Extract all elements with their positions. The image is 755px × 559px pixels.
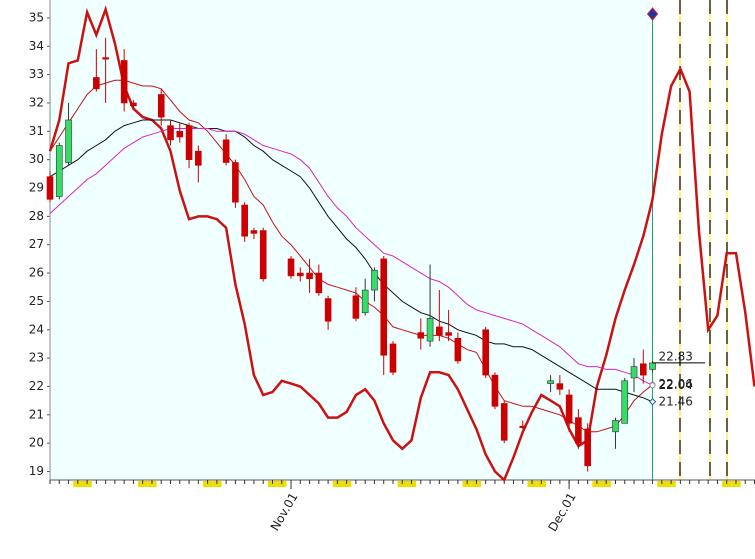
candle-body: [630, 366, 638, 379]
y-tick-label: 21: [29, 407, 44, 421]
candle-body: [157, 94, 165, 118]
candle-body: [315, 272, 323, 294]
candle-body: [454, 337, 462, 362]
y-tick-label: 32: [29, 95, 44, 109]
candle-body: [445, 332, 452, 336]
history-area: [50, 0, 653, 480]
indicator-line: [48, 5, 755, 483]
indicator-line: [49, 119, 653, 403]
x-tick-label: Nov.01: [268, 490, 301, 533]
candle-body: [287, 258, 295, 277]
end-marker: [649, 382, 656, 389]
y-tick-label: 23: [29, 351, 44, 365]
candle-body: [361, 289, 369, 314]
y-tick-label: 27: [29, 237, 44, 251]
candle-body: [176, 131, 184, 138]
candle-body: [102, 57, 109, 60]
end-label: 21.46: [659, 394, 693, 408]
candle-body: [519, 425, 527, 428]
candle-body: [500, 403, 508, 441]
candle-body: [130, 102, 137, 107]
y-tick-label: 19: [29, 464, 44, 478]
candle-body: [482, 329, 489, 376]
current-day-marker: [646, 7, 659, 21]
end-label: 22.04: [659, 378, 693, 392]
candle-body: [306, 272, 313, 280]
y-tick-label: 22: [29, 379, 44, 393]
candle-body: [65, 119, 72, 163]
candle-body: [491, 374, 499, 407]
indicator-line: [49, 128, 653, 386]
candle-body: [324, 298, 332, 322]
end-label: 22.83: [659, 349, 693, 363]
y-tick-label: 28: [29, 209, 44, 223]
y-tick-label: 33: [29, 67, 44, 81]
candle-body: [389, 343, 397, 373]
candle-body: [296, 272, 304, 277]
end-label: 22.06: [659, 377, 693, 391]
x-tick-label: Dec.01: [545, 490, 578, 534]
candle-body: [649, 362, 656, 370]
candle-body: [46, 176, 54, 200]
candle-body: [436, 326, 443, 336]
candle-body: [565, 394, 573, 424]
candle-body: [259, 230, 267, 280]
candle-body: [612, 420, 619, 433]
candle-body: [556, 383, 564, 390]
candle-body: [426, 318, 434, 342]
y-tick-label: 31: [29, 124, 44, 138]
candle-body: [621, 380, 629, 424]
candle-body: [167, 125, 174, 141]
y-tick-label: 35: [29, 10, 44, 24]
y-tick-label: 26: [29, 266, 44, 280]
y-tick-label: 20: [29, 436, 44, 450]
y-tick-label: 34: [29, 39, 44, 53]
candle-body: [93, 77, 100, 90]
candle-body: [380, 258, 388, 356]
candle-body: [120, 60, 128, 104]
candle-body: [371, 269, 378, 291]
end-marker: [648, 398, 657, 406]
candle-body: [55, 145, 63, 197]
y-tick-label: 30: [29, 152, 44, 166]
y-tick-label: 29: [29, 181, 44, 195]
candle-body: [222, 139, 230, 163]
indicator-line: [49, 79, 653, 433]
candle-body: [232, 162, 239, 203]
candle-body: [241, 204, 248, 237]
candle-body: [584, 428, 591, 467]
candle-body: [547, 380, 554, 384]
candle-body: [639, 363, 647, 376]
candle-body: [185, 125, 193, 160]
y-tick-label: 25: [29, 294, 44, 308]
candle-body: [352, 295, 360, 319]
candle-body: [417, 332, 425, 339]
candle-body: [195, 150, 202, 166]
candle-body: [250, 230, 258, 234]
candle-body: [575, 417, 582, 444]
y-tick-label: 24: [29, 322, 44, 336]
